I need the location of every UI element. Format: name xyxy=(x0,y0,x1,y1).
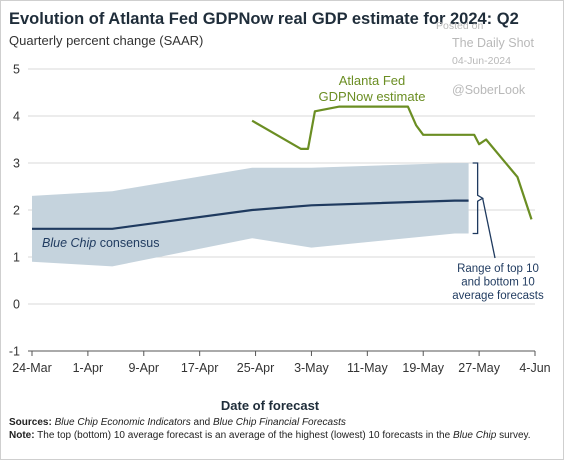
y-tick-label: 3 xyxy=(13,157,20,171)
x-tick-label: 17-Apr xyxy=(181,361,219,375)
chart-title: Evolution of Atlanta Fed GDPNow real GDP… xyxy=(9,10,519,28)
footer-notes: Sources: Blue Chip Economic Indicators a… xyxy=(9,417,555,442)
watermark-date: 04-Jun-2024 xyxy=(452,55,511,67)
forecast-range-area xyxy=(32,163,469,267)
x-tick-label: 19-May xyxy=(402,361,444,375)
x-tick-label: 25-Apr xyxy=(237,361,275,375)
x-tick-label: 1-Apr xyxy=(73,361,104,375)
chart-subtitle: Quarterly percent change (SAAR) xyxy=(9,33,204,48)
range-bracket xyxy=(472,162,484,235)
note-italic: Blue Chip xyxy=(452,429,497,441)
note-text: The top (bottom) 10 average forecast is … xyxy=(34,429,453,441)
y-tick-label: 1 xyxy=(13,251,20,265)
sources-and: and xyxy=(190,417,214,428)
y-tick-label: 2 xyxy=(13,204,20,218)
range-band-label: average forecasts xyxy=(452,290,544,302)
sources-line: Sources: Blue Chip Economic Indicators a… xyxy=(9,417,555,430)
x-axis-title: Date of forecast xyxy=(221,398,320,413)
range-band-label: Range of top 10 xyxy=(457,263,539,275)
gdpnow-series-label: Atlanta Fed xyxy=(339,73,406,88)
x-tick-label: 9-Apr xyxy=(128,361,159,375)
blue-chip-consensus-line xyxy=(32,199,469,230)
y-tick-label: 5 xyxy=(13,63,20,77)
x-tick-label: 4-Jun xyxy=(519,361,550,375)
sources-label: Sources: xyxy=(9,417,52,428)
watermark-handle: @SoberLook xyxy=(452,83,526,97)
gdpnow-estimate-line xyxy=(251,105,533,220)
y-tick-label: -1 xyxy=(9,345,20,359)
consensus-series-label: Blue Chip consensus xyxy=(42,236,159,250)
range-band-label: and bottom 10 xyxy=(461,277,535,289)
note-end: survey. xyxy=(496,429,531,441)
note-line: Note: The top (bottom) 10 average foreca… xyxy=(9,430,555,443)
y-tick-label: 4 xyxy=(13,110,20,124)
axis-layer: -1 0 1 2 3 4 5 24-Mar 1-Apr 9-Apr 17-Apr 25-Apr 3-Ma… xyxy=(9,63,551,414)
x-tick-label: 11-May xyxy=(347,361,389,375)
x-tick-label: 3-May xyxy=(294,361,329,375)
gdpnow-series-label: GDPNow estimate xyxy=(319,89,426,104)
note-label: Note: xyxy=(9,429,35,441)
series-layer xyxy=(32,105,533,230)
sources-part1: Blue Chip Economic Indicators xyxy=(54,417,191,428)
x-tick-label: 27-May xyxy=(458,361,500,375)
x-tick-label: 24-Mar xyxy=(12,361,52,375)
y-tick-label: 0 xyxy=(13,298,20,312)
watermark-posted: Posted on xyxy=(436,20,484,32)
watermark-source: The Daily Shot xyxy=(452,36,534,50)
consensus-label-italic: Blue Chip xyxy=(42,236,100,250)
forecast-range-band xyxy=(32,163,469,267)
consensus-label-plain: consensus xyxy=(100,236,160,250)
sources-part2: Blue Chip Financial Forecasts xyxy=(213,417,346,428)
range-leader-line xyxy=(481,198,496,259)
